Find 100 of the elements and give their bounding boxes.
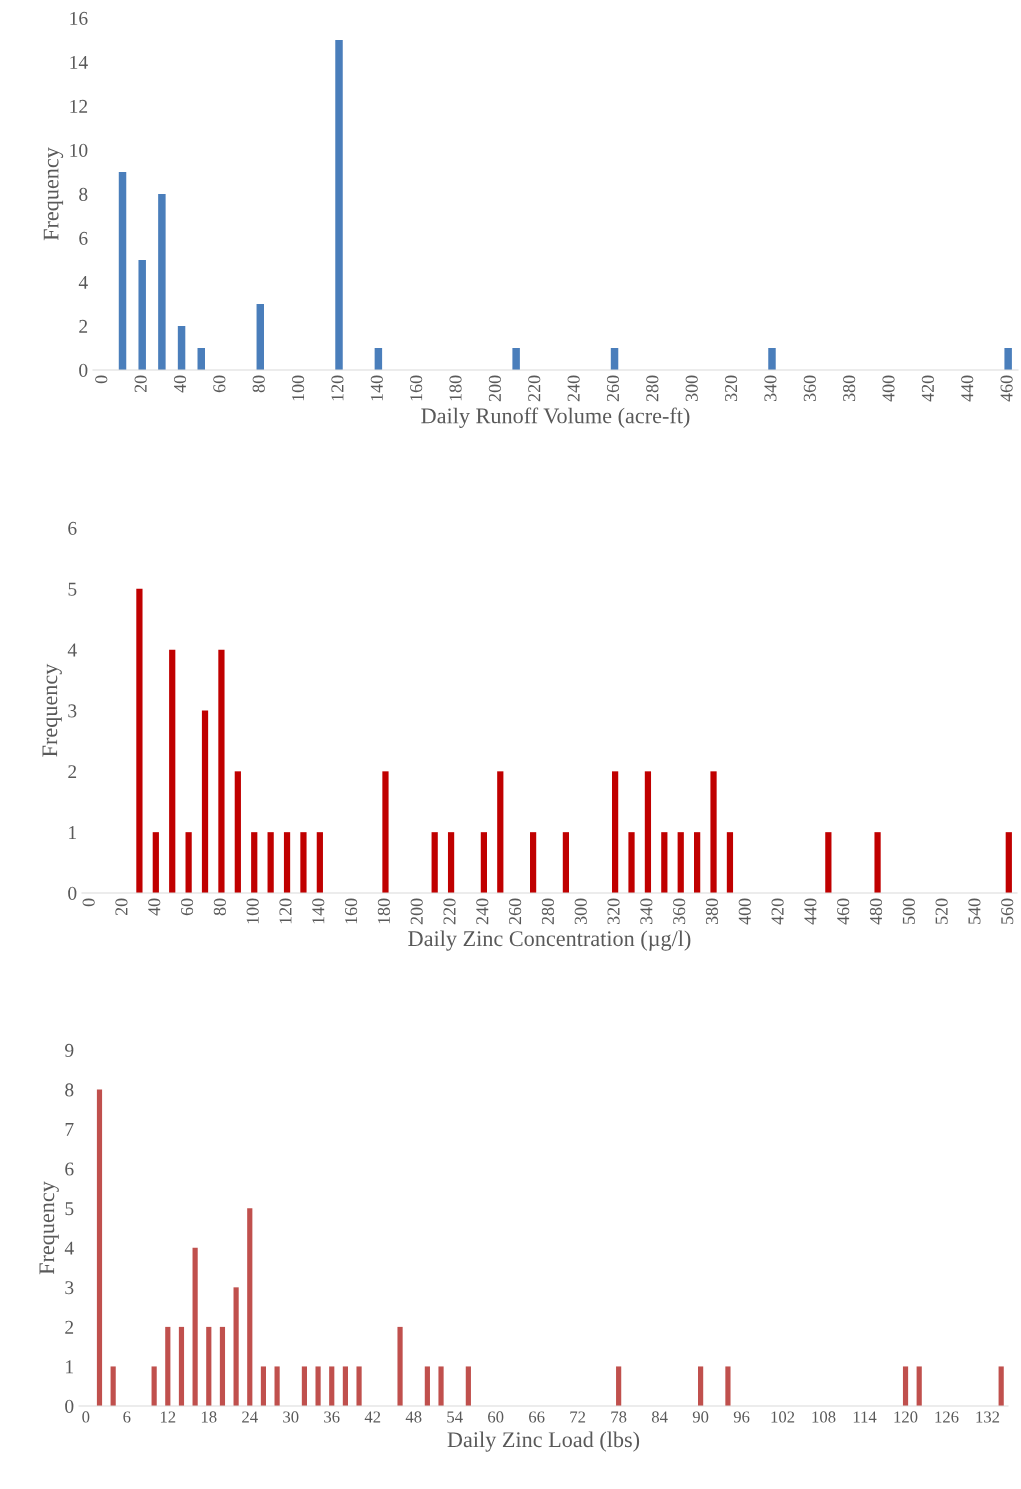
x-tick-label: 12 bbox=[160, 1411, 176, 1423]
x-tick-label: 440 bbox=[804, 898, 817, 925]
x-tick-label: 40 bbox=[148, 898, 161, 916]
x-tick-label: 72 bbox=[570, 1411, 586, 1423]
x-tick-label: 24 bbox=[242, 1411, 258, 1423]
y-tick-label: 0 bbox=[65, 1399, 74, 1413]
x-tick-label: 180 bbox=[449, 375, 462, 401]
x-tick-label: 84 bbox=[651, 1411, 668, 1423]
y-tick-label: 10 bbox=[70, 143, 88, 157]
x-tick-label: 200 bbox=[410, 898, 423, 925]
x-tick-label: 340 bbox=[640, 898, 653, 925]
x-tick-label: 132 bbox=[976, 1411, 1000, 1423]
y-tick-label: 8 bbox=[65, 1083, 74, 1097]
bar bbox=[158, 194, 166, 370]
bar bbox=[219, 1326, 226, 1406]
x-tick-label: 30 bbox=[283, 1411, 299, 1423]
x-tick-label: 90 bbox=[692, 1411, 709, 1423]
x-tick-label: 540 bbox=[968, 898, 981, 924]
bar bbox=[283, 832, 291, 893]
bar bbox=[1004, 348, 1012, 370]
bar bbox=[165, 1326, 171, 1406]
y-tick-label: 2 bbox=[79, 319, 88, 333]
bar bbox=[447, 832, 455, 893]
bar bbox=[169, 649, 176, 893]
y-tick-label: 4 bbox=[64, 1241, 74, 1255]
x-tick-label: 420 bbox=[921, 375, 934, 402]
bar bbox=[335, 40, 343, 370]
bar bbox=[431, 832, 438, 893]
y-tick-label: 3 bbox=[65, 1281, 74, 1295]
x-axis-title: Daily Runoff Volume (acre-ft) bbox=[421, 407, 690, 428]
x-tick-label: 280 bbox=[646, 375, 659, 402]
x-tick-label: 380 bbox=[843, 375, 856, 402]
x-tick-label: 360 bbox=[673, 898, 686, 925]
x-tick-label: 78 bbox=[611, 1411, 627, 1423]
x-tick-label: 340 bbox=[764, 375, 777, 402]
x-tick-label: 54 bbox=[447, 1411, 463, 1423]
y-tick-label: 0 bbox=[79, 363, 88, 377]
x-tick-label: 66 bbox=[529, 1411, 545, 1423]
x-tick-label: 6 bbox=[123, 1411, 131, 1423]
x-tick-label: 300 bbox=[574, 898, 587, 925]
bar bbox=[267, 832, 274, 893]
bar bbox=[677, 832, 684, 893]
y-tick-label: 5 bbox=[68, 582, 77, 596]
x-tick-label: 440 bbox=[961, 375, 974, 402]
x-tick-label: 220 bbox=[443, 898, 456, 925]
bar bbox=[342, 1366, 348, 1406]
bar bbox=[118, 172, 127, 370]
y-tick-label: 0 bbox=[68, 886, 77, 900]
x-tick-label: 500 bbox=[902, 898, 915, 924]
bar bbox=[138, 260, 146, 370]
y-tick-label: 5 bbox=[65, 1202, 74, 1216]
x-tick-label: 240 bbox=[476, 898, 489, 925]
x-tick-label: 114 bbox=[853, 1411, 877, 1423]
bar bbox=[874, 832, 881, 893]
bar bbox=[192, 1247, 198, 1406]
bar bbox=[136, 588, 143, 893]
x-tick-label: 40 bbox=[173, 375, 187, 393]
bar bbox=[96, 1089, 103, 1406]
x-tick-label: 260 bbox=[606, 375, 620, 402]
bar bbox=[465, 1366, 471, 1406]
bar bbox=[698, 1366, 704, 1406]
x-tick-label: 300 bbox=[685, 375, 698, 402]
x-tick-label: 160 bbox=[410, 375, 423, 401]
bar bbox=[480, 832, 487, 893]
x-tick-label: 100 bbox=[246, 898, 259, 924]
bar bbox=[256, 304, 265, 370]
x-tick-label: 36 bbox=[324, 1411, 340, 1423]
x-tick-label: 120 bbox=[894, 1411, 918, 1423]
bar bbox=[497, 771, 504, 893]
x-tick-label: 100 bbox=[291, 375, 305, 401]
x-tick-label: 320 bbox=[607, 898, 620, 925]
x-tick-label: 140 bbox=[312, 898, 325, 924]
bar bbox=[397, 1326, 403, 1406]
bar bbox=[234, 771, 241, 893]
y-tick-label: 2 bbox=[68, 765, 77, 779]
x-tick-label: 60 bbox=[180, 898, 194, 916]
bar bbox=[612, 771, 619, 893]
bar bbox=[1005, 832, 1012, 893]
x-tick-label: 200 bbox=[488, 375, 501, 402]
bar bbox=[201, 710, 209, 893]
bar bbox=[529, 832, 537, 893]
y-tick-label: 7 bbox=[65, 1123, 74, 1136]
bar bbox=[644, 771, 652, 893]
x-tick-label: 560 bbox=[1001, 898, 1014, 924]
bar bbox=[185, 832, 192, 893]
bar bbox=[233, 1287, 239, 1406]
bar bbox=[616, 1366, 622, 1406]
x-tick-label: 280 bbox=[541, 898, 555, 925]
x-tick-label: 60 bbox=[213, 375, 226, 393]
x-tick-label: 108 bbox=[812, 1411, 836, 1423]
x-tick-label: 42 bbox=[364, 1411, 381, 1423]
x-tick-label: 80 bbox=[213, 898, 226, 916]
x-tick-label: 20 bbox=[134, 375, 147, 393]
bar bbox=[178, 1326, 185, 1406]
bar bbox=[424, 1366, 430, 1406]
x-tick-label: 380 bbox=[705, 898, 719, 925]
y-tick-label: 1 bbox=[66, 1360, 73, 1374]
bar bbox=[694, 832, 701, 893]
x-tick-label: 80 bbox=[252, 375, 265, 393]
bar bbox=[512, 348, 520, 370]
